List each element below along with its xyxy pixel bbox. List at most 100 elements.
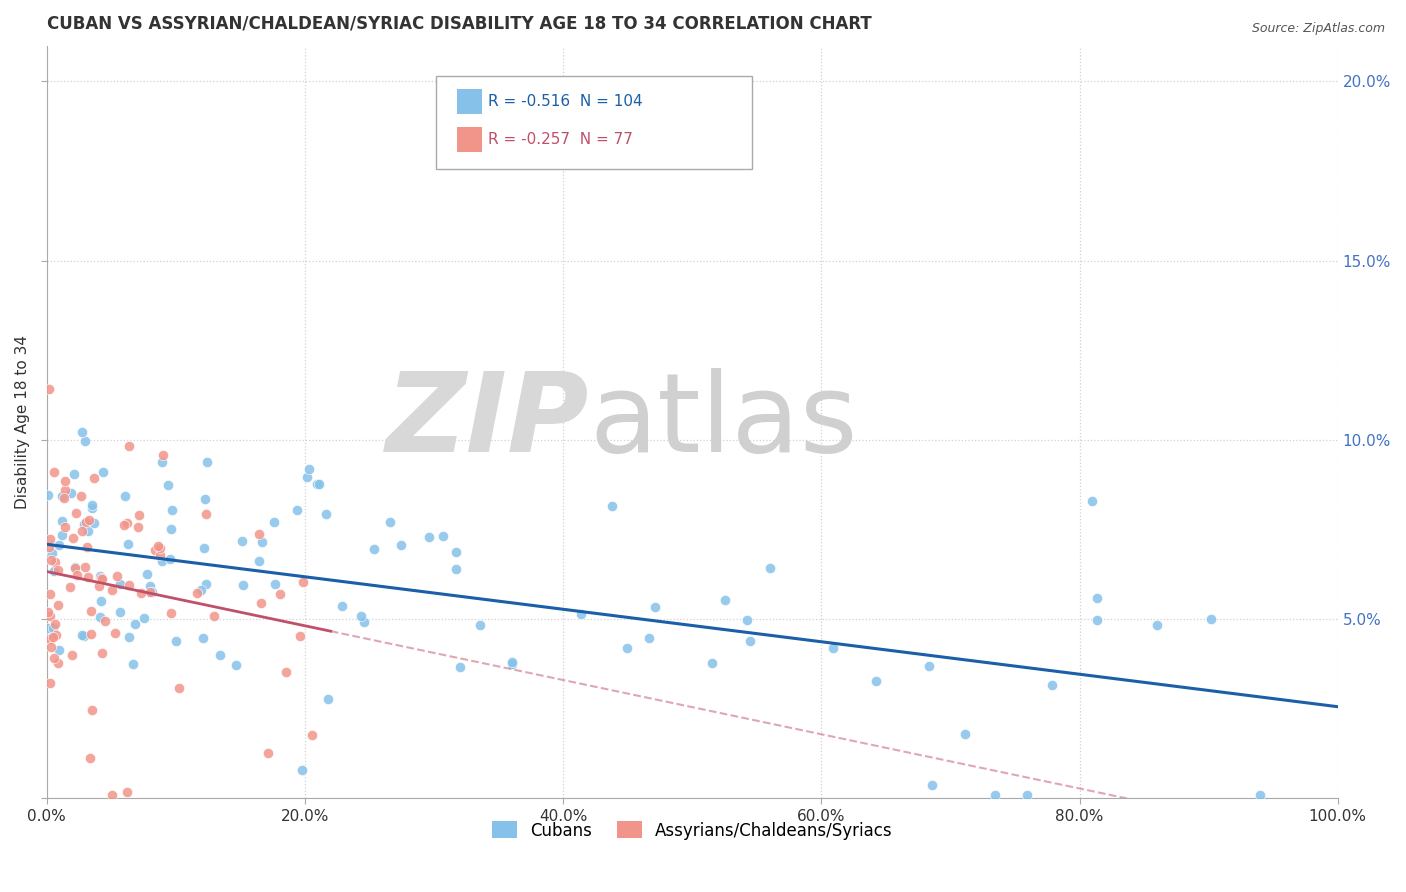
- Point: [616, 640, 638, 655]
- Text: ZIP: ZIP: [385, 368, 589, 475]
- Point: [136, 566, 159, 581]
- Point: [127, 520, 149, 534]
- Point: [72, 628, 94, 642]
- Point: [53, 483, 76, 498]
- Point: [735, 613, 758, 627]
- Point: [53, 475, 76, 489]
- Point: [38, 632, 60, 646]
- Point: [190, 582, 212, 597]
- Point: [159, 551, 181, 566]
- Point: [42, 630, 65, 644]
- Point: [42, 466, 65, 480]
- Point: [165, 633, 187, 648]
- Point: [117, 537, 139, 551]
- Point: [232, 578, 254, 592]
- Point: [69, 489, 91, 503]
- Point: [46, 656, 69, 670]
- Point: [160, 502, 183, 516]
- Point: [193, 541, 215, 555]
- Point: [37, 605, 59, 619]
- Point: [738, 633, 761, 648]
- Point: [186, 586, 208, 600]
- Point: [378, 515, 401, 529]
- Point: [105, 569, 128, 583]
- Point: [702, 656, 724, 670]
- Point: [823, 641, 845, 656]
- Point: [72, 517, 94, 532]
- Point: [80, 501, 103, 516]
- Point: [87, 579, 110, 593]
- Point: [38, 541, 60, 555]
- Point: [45, 627, 67, 641]
- Point: [44, 555, 66, 569]
- Point: [569, 607, 592, 621]
- Point: [470, 618, 492, 632]
- Point: [77, 524, 100, 539]
- Point: [108, 605, 131, 619]
- Point: [638, 631, 661, 645]
- Point: [301, 728, 323, 742]
- Text: CUBAN VS ASSYRIAN/CHALDEAN/SYRIAC DISABILITY AGE 18 TO 34 CORRELATION CHART: CUBAN VS ASSYRIAN/CHALDEAN/SYRIAC DISABI…: [46, 15, 872, 33]
- Point: [41, 546, 63, 560]
- Point: [315, 507, 337, 521]
- Point: [115, 785, 138, 799]
- Point: [1015, 788, 1038, 802]
- Point: [1081, 493, 1104, 508]
- Point: [263, 515, 285, 529]
- Point: [194, 492, 217, 507]
- Point: [42, 565, 65, 579]
- Point: [42, 650, 65, 665]
- Point: [44, 617, 66, 632]
- Point: [308, 477, 330, 491]
- Point: [288, 629, 311, 643]
- Point: [1249, 788, 1271, 802]
- Point: [149, 541, 172, 556]
- Point: [94, 614, 117, 628]
- Point: [257, 746, 280, 760]
- Point: [89, 568, 111, 582]
- Point: [83, 471, 105, 485]
- Point: [58, 580, 80, 594]
- Point: [122, 657, 145, 671]
- Point: [115, 516, 138, 530]
- Point: [124, 617, 146, 632]
- Point: [51, 489, 73, 503]
- Point: [418, 530, 440, 544]
- Point: [77, 570, 100, 584]
- Point: [128, 508, 150, 523]
- Point: [263, 577, 285, 591]
- Y-axis label: Disability Age 18 to 34: Disability Age 18 to 34: [15, 334, 30, 509]
- Point: [600, 499, 623, 513]
- Point: [90, 571, 112, 585]
- Point: [80, 499, 103, 513]
- Point: [77, 513, 100, 527]
- Point: [918, 659, 941, 673]
- Point: [79, 750, 101, 764]
- Point: [274, 665, 297, 680]
- Point: [389, 538, 412, 552]
- Point: [714, 593, 737, 607]
- Point: [62, 467, 84, 482]
- Point: [1199, 612, 1222, 626]
- Point: [225, 657, 247, 672]
- Point: [249, 554, 271, 568]
- Point: [89, 610, 111, 624]
- Point: [150, 553, 173, 567]
- Point: [193, 631, 215, 645]
- Point: [72, 630, 94, 644]
- Point: [70, 524, 93, 538]
- Point: [39, 608, 62, 623]
- Point: [446, 562, 468, 576]
- Point: [921, 778, 943, 792]
- Point: [65, 506, 87, 520]
- Point: [194, 576, 217, 591]
- Point: [295, 470, 318, 484]
- Point: [291, 575, 314, 590]
- Point: [169, 681, 191, 695]
- Point: [63, 560, 86, 574]
- Point: [160, 522, 183, 536]
- Point: [73, 560, 96, 574]
- Point: [202, 609, 225, 624]
- Point: [51, 514, 73, 528]
- Point: [298, 462, 321, 476]
